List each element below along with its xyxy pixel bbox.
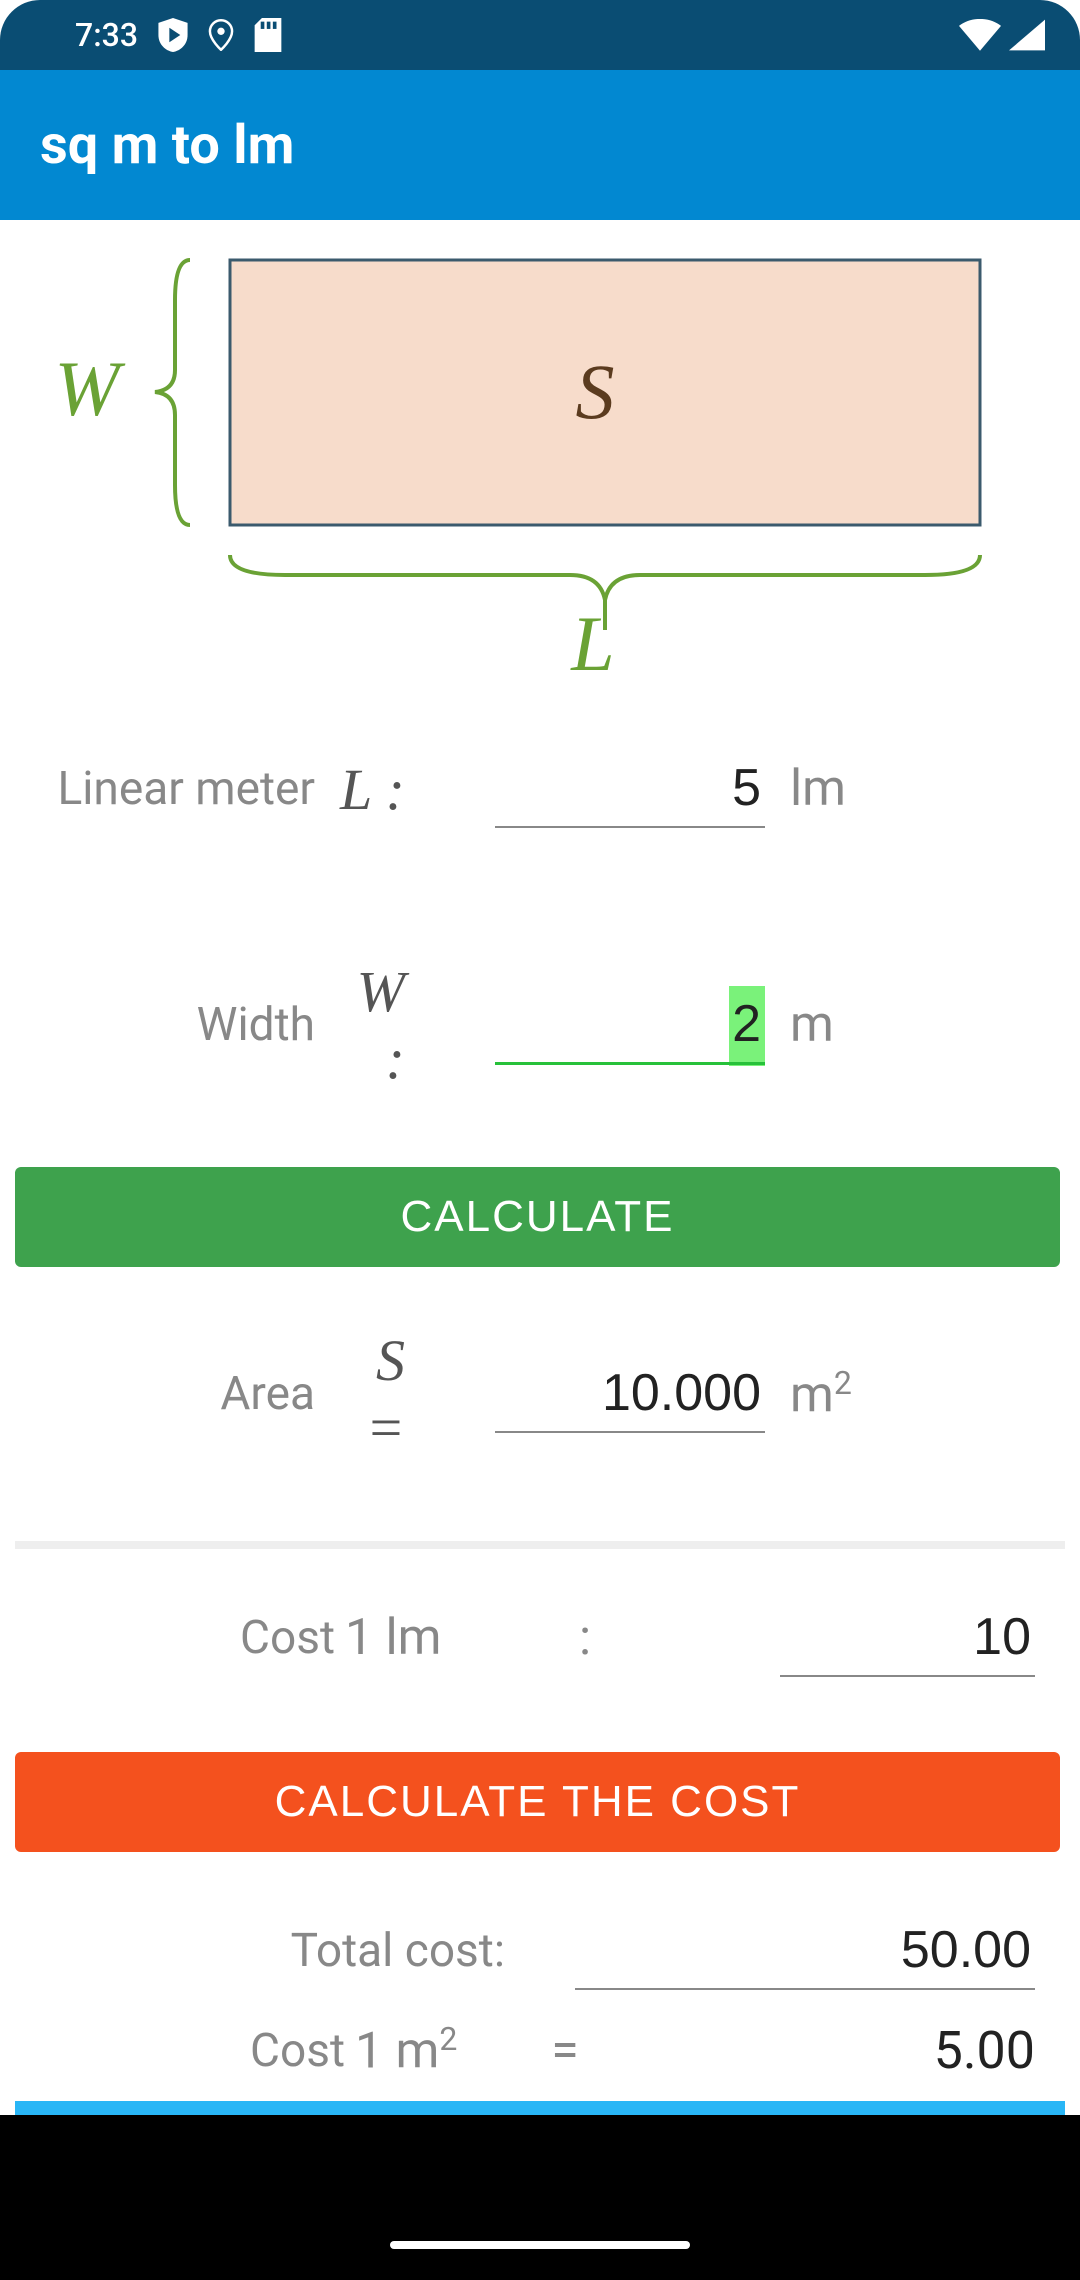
calculate-cost-button[interactable]: CALCULATE THE COST xyxy=(15,1752,1060,1852)
app-bar: sq m to lm xyxy=(0,70,1080,220)
total-cost-label: Total cost: xyxy=(15,1924,515,1978)
location-icon xyxy=(208,19,234,51)
linear-meter-input[interactable] xyxy=(495,750,765,828)
cost-label: Cost xyxy=(15,1611,345,1665)
diagram-s-label: S xyxy=(576,348,615,435)
blank-area xyxy=(0,2115,1080,2210)
home-indicator[interactable] xyxy=(390,2241,690,2249)
width-row: Width W : m xyxy=(15,958,1065,1092)
width-label: Width xyxy=(15,998,325,1052)
linear-meter-symbol: L : xyxy=(325,756,495,823)
total-cost-row: Total cost: xyxy=(15,1912,1065,1990)
cost-m2-label: Cost xyxy=(15,2024,355,2078)
cost-per-m2-row: Cost 1 m2 = 5.00 xyxy=(15,2020,1065,2081)
area-row: Area S = m2 xyxy=(15,1327,1065,1461)
wifi-icon xyxy=(959,19,1001,51)
app-title: sq m to lm xyxy=(40,114,294,177)
area-diagram: S W L xyxy=(15,240,1065,670)
linear-meter-unit: lm xyxy=(790,760,880,818)
cost-per-m2-output: 5.00 xyxy=(934,2020,1035,2081)
signal-icon xyxy=(1009,19,1045,51)
sd-card-icon xyxy=(254,18,282,52)
diagram-w-label: W xyxy=(55,345,126,432)
area-symbol: S = xyxy=(325,1327,495,1461)
area-unit: m2 xyxy=(790,1364,880,1425)
area-label: Area xyxy=(15,1367,325,1421)
calculate-button[interactable]: CALCULATE xyxy=(15,1167,1060,1267)
width-unit: m xyxy=(790,996,880,1054)
width-symbol: W : xyxy=(325,958,495,1092)
cost-per-lm-row: Cost 1 lm : xyxy=(15,1599,1065,1677)
area-output xyxy=(495,1355,765,1433)
main-content: S W L Linear meter L : lm Width W : xyxy=(0,220,1080,2115)
cost-m2-sep: = xyxy=(525,2022,605,2080)
cost-per-lm-symbol: 1 lm xyxy=(345,1609,545,1667)
linear-meter-label: Linear meter xyxy=(15,762,325,816)
width-input[interactable] xyxy=(495,986,765,1065)
navigation-bar[interactable] xyxy=(0,2210,1080,2280)
bottom-accent-bar xyxy=(15,2101,1065,2115)
linear-meter-row: Linear meter L : lm xyxy=(15,750,1065,828)
divider xyxy=(15,1541,1065,1549)
cost-m2-symbol: 1 m2 xyxy=(355,2020,525,2081)
shield-play-icon xyxy=(158,18,188,52)
status-time: 7:33 xyxy=(75,16,138,54)
cost-per-lm-input[interactable] xyxy=(780,1599,1035,1677)
total-cost-output xyxy=(575,1912,1035,1990)
status-bar: 7:33 xyxy=(0,0,1080,70)
cost-separator: : xyxy=(545,1609,625,1667)
diagram-l-label: L xyxy=(570,600,614,670)
